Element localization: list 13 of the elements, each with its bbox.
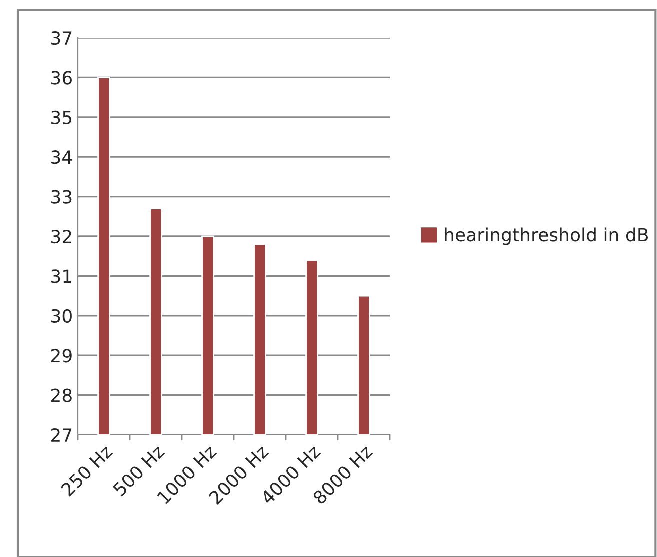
y-tick-label: 32 bbox=[52, 230, 72, 244]
y-tick-label: 35 bbox=[52, 110, 72, 125]
y-tick-label: 28 bbox=[51, 388, 72, 402]
y-tick-label: 30 bbox=[52, 309, 72, 324]
legend-label: hearingthreshold in dB bbox=[445, 228, 648, 246]
y-tick-label: 33 bbox=[52, 190, 72, 204]
y-tick-label: 37 bbox=[52, 31, 72, 46]
y-tick-label: 36 bbox=[52, 71, 72, 85]
y-tick-label: 27 bbox=[51, 428, 72, 442]
x-tick-label: 250 Hz bbox=[60, 444, 114, 498]
y-tick-label: 31 bbox=[52, 270, 72, 284]
y-tick-label: 29 bbox=[51, 349, 72, 363]
y-tick-label: 34 bbox=[52, 150, 72, 164]
